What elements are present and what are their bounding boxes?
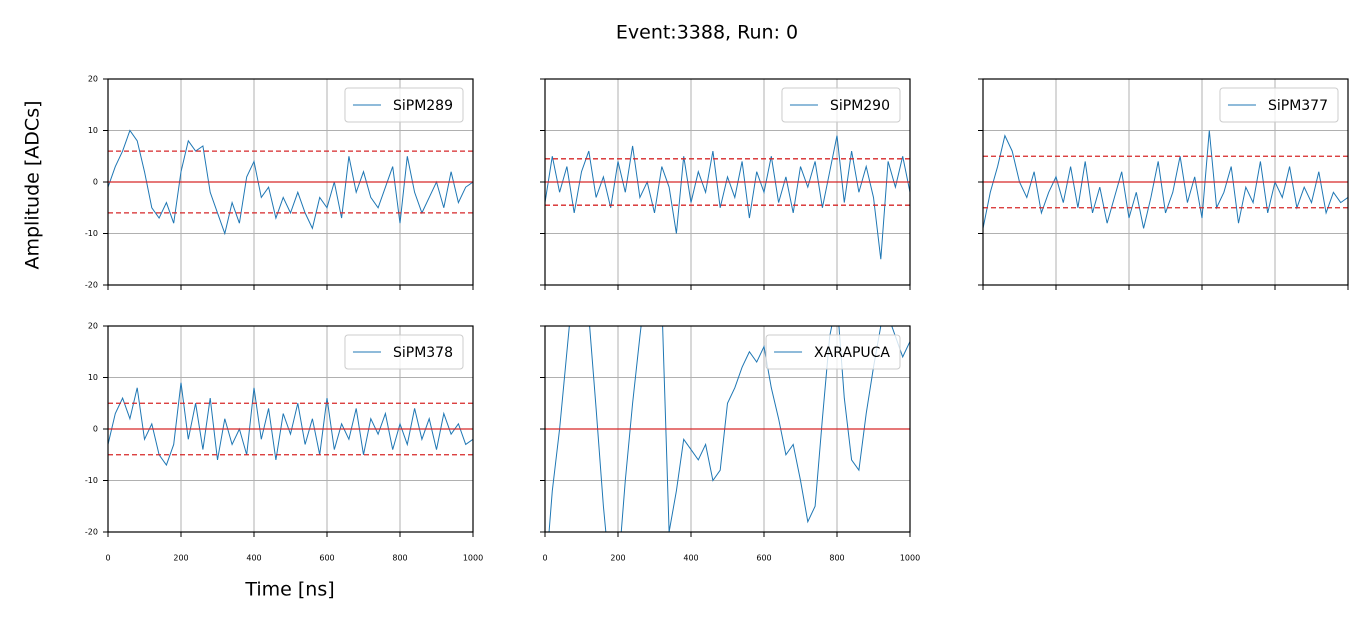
panel: SiPM290 — [540, 78, 911, 290]
axes-frame — [107, 325, 474, 533]
x-tick-label: 1000 — [463, 554, 483, 563]
legend-label: SiPM378 — [393, 345, 453, 361]
x-tick-label: 600 — [319, 554, 334, 563]
legend-label: SiPM290 — [830, 98, 890, 114]
panel: 0 200 400 600 800 1000 XARAPUCA — [540, 325, 920, 563]
y-tick-label: -10 — [85, 229, 98, 238]
axes-frame — [544, 325, 911, 533]
figure-title: Event:3388, Run: 0 — [616, 22, 798, 44]
x-tick-label: 400 — [683, 554, 698, 563]
legend-box — [344, 87, 464, 123]
x-tick-label: 0 — [105, 554, 110, 563]
y-tick-label: 0 — [93, 425, 98, 434]
y-tick-label: -20 — [85, 528, 98, 537]
panel: 0 200 400 600 800 1000 -20 -10 0 10 20 SiPM378 — [85, 322, 483, 563]
x-tick-label: 0 — [542, 554, 547, 563]
y-tick-label: -20 — [85, 281, 98, 290]
series-line — [545, 135, 910, 260]
axes-frame — [982, 78, 1349, 286]
y-tick-label: 20 — [88, 322, 98, 331]
x-tick-label: 800 — [829, 554, 844, 563]
legend-label: SiPM289 — [393, 98, 453, 114]
legend-box — [1219, 87, 1339, 123]
axes-frame — [544, 78, 911, 286]
series-line — [983, 130, 1348, 229]
panel: SiPM377 — [978, 78, 1349, 290]
x-tick-label: 200 — [610, 554, 625, 563]
legend-box — [344, 334, 464, 370]
series-line — [108, 382, 473, 467]
y-axis-label: Amplitude [ADCs] — [22, 100, 44, 269]
legend-box — [781, 87, 901, 123]
x-tick-label: 1000 — [900, 554, 920, 563]
x-tick-label: 800 — [392, 554, 407, 563]
x-axis-label: Time [ns] — [244, 579, 334, 601]
y-tick-label: 20 — [88, 75, 98, 84]
panel: -20 -10 0 10 20 SiPM289 — [85, 75, 474, 290]
y-tick-label: -10 — [85, 476, 98, 485]
y-tick-label: 10 — [88, 373, 98, 382]
y-tick-label: 0 — [93, 178, 98, 187]
series-line — [108, 129, 473, 236]
legend-label: XARAPUCA — [814, 345, 890, 361]
legend-box — [765, 334, 901, 370]
x-tick-label: 400 — [246, 554, 261, 563]
x-tick-label: 600 — [756, 554, 771, 563]
axes-frame — [107, 78, 474, 286]
x-tick-label: 200 — [173, 554, 188, 563]
legend-label: SiPM377 — [1268, 98, 1328, 114]
y-tick-label: 10 — [88, 126, 98, 135]
